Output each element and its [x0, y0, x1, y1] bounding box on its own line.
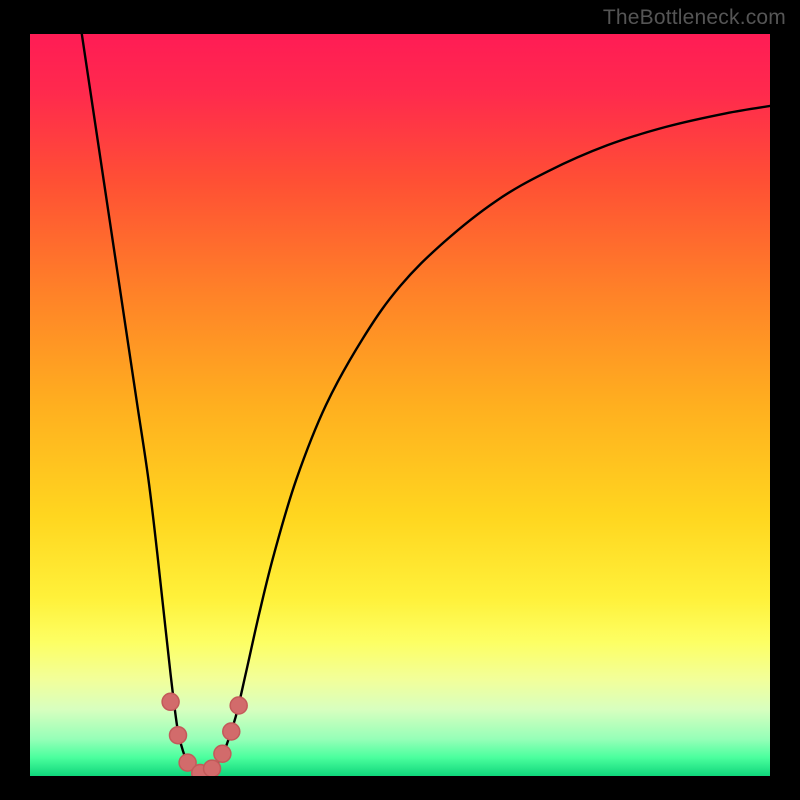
curve-marker	[223, 723, 240, 740]
plot-frame	[30, 34, 770, 776]
curve-marker	[230, 697, 247, 714]
curve-marker	[204, 760, 221, 776]
watermark-text: TheBottleneck.com	[603, 6, 786, 30]
chart-canvas: TheBottleneck.com	[0, 0, 800, 800]
curve-marker	[214, 745, 231, 762]
bottleneck-curve	[82, 34, 770, 774]
plot-area	[30, 34, 770, 776]
curve-layer	[30, 34, 770, 776]
curve-marker	[170, 727, 187, 744]
curve-marker	[162, 693, 179, 710]
